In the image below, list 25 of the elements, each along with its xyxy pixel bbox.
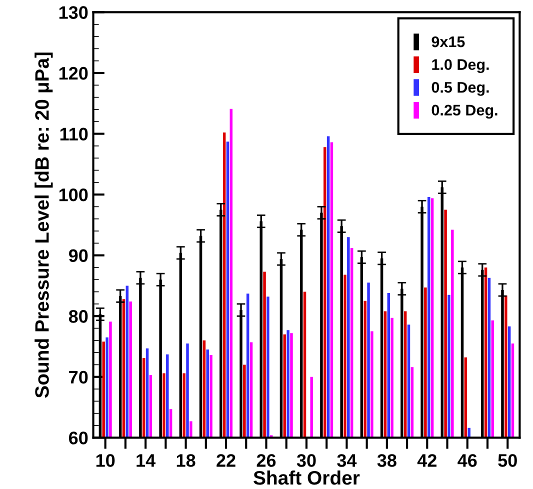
y-tick-label: 60 <box>68 432 88 444</box>
y-tick-label: 120 <box>59 66 88 80</box>
y-tick-label: 80 <box>68 310 88 323</box>
y-tick-label: 100 <box>59 188 88 202</box>
x-tick-label: 10 <box>96 454 115 467</box>
y-tick-label: 130 <box>59 6 88 19</box>
x-tick-label: 50 <box>498 454 517 467</box>
legend-label: 9x15 <box>432 36 465 48</box>
x-tick-label: 30 <box>296 454 316 467</box>
legend-label: 0.5 Deg. <box>432 82 489 96</box>
x-tick-label: 42 <box>417 454 436 467</box>
x-axis-title: Shaft Order <box>254 470 360 485</box>
y-tick-label: 110 <box>60 128 88 140</box>
legend-label: 0.25 Deg. <box>432 104 498 119</box>
x-tick-label: 22 <box>216 454 236 467</box>
legend-label: 1.0 Deg. <box>432 59 489 74</box>
x-tick-label: 34 <box>337 454 357 467</box>
y-tick-label: 90 <box>68 249 88 262</box>
x-tick-label: 26 <box>256 454 276 467</box>
y-axis-title: Sound Pressure Level [dB re: 20 μPa] <box>34 52 53 398</box>
x-tick-label: 18 <box>176 454 196 467</box>
x-tick-label: 38 <box>377 454 396 467</box>
y-tick-label: 70 <box>69 370 88 384</box>
x-tick-label: 46 <box>458 454 477 467</box>
x-tick-label: 14 <box>136 454 156 467</box>
